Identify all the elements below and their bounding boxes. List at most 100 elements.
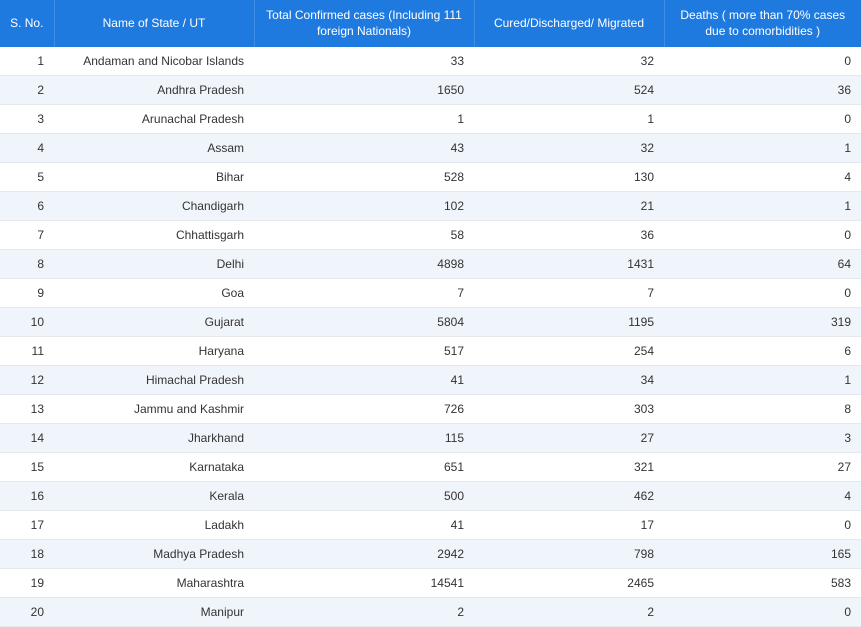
cell-confirmed: 102 [254, 192, 474, 221]
cell-sno: 6 [0, 192, 54, 221]
cell-deaths: 1 [664, 366, 861, 395]
cell-cured: 2465 [474, 569, 664, 598]
cell-deaths: 1 [664, 192, 861, 221]
col-header-state: Name of State / UT [54, 0, 254, 47]
col-header-sno: S. No. [0, 0, 54, 47]
table-row: 12Himachal Pradesh41341 [0, 366, 861, 395]
cell-cured: 524 [474, 76, 664, 105]
cell-confirmed: 43 [254, 134, 474, 163]
cell-confirmed: 115 [254, 424, 474, 453]
table-row: 9Goa770 [0, 279, 861, 308]
cell-sno: 2 [0, 76, 54, 105]
cell-cured: 2 [474, 598, 664, 627]
cell-confirmed: 1 [254, 105, 474, 134]
cell-state: Arunachal Pradesh [54, 105, 254, 134]
cell-deaths: 27 [664, 453, 861, 482]
cell-deaths: 319 [664, 308, 861, 337]
cell-confirmed: 41 [254, 366, 474, 395]
table-row: 4Assam43321 [0, 134, 861, 163]
cell-cured: 21 [474, 192, 664, 221]
cell-cured: 1431 [474, 250, 664, 279]
cell-deaths: 1 [664, 134, 861, 163]
cell-sno: 3 [0, 105, 54, 134]
cell-cured: 7 [474, 279, 664, 308]
cell-confirmed: 651 [254, 453, 474, 482]
cell-sno: 14 [0, 424, 54, 453]
cell-cured: 1 [474, 105, 664, 134]
cell-sno: 1 [0, 47, 54, 76]
table-row: 20Manipur220 [0, 598, 861, 627]
cell-sno: 19 [0, 569, 54, 598]
cell-deaths: 3 [664, 424, 861, 453]
cell-state: Karnataka [54, 453, 254, 482]
cell-deaths: 36 [664, 76, 861, 105]
cell-cured: 36 [474, 221, 664, 250]
cell-deaths: 6 [664, 337, 861, 366]
cell-state: Gujarat [54, 308, 254, 337]
cell-cured: 27 [474, 424, 664, 453]
cell-state: Goa [54, 279, 254, 308]
table-body: 1Andaman and Nicobar Islands333202Andhra… [0, 47, 861, 627]
col-header-deaths: Deaths ( more than 70% cases due to como… [664, 0, 861, 47]
cell-deaths: 165 [664, 540, 861, 569]
cell-deaths: 0 [664, 105, 861, 134]
cell-deaths: 4 [664, 482, 861, 511]
cell-sno: 10 [0, 308, 54, 337]
cell-cured: 32 [474, 47, 664, 76]
cell-deaths: 0 [664, 598, 861, 627]
cell-confirmed: 33 [254, 47, 474, 76]
cell-deaths: 4 [664, 163, 861, 192]
cell-sno: 4 [0, 134, 54, 163]
cell-deaths: 0 [664, 221, 861, 250]
cell-state: Maharashtra [54, 569, 254, 598]
cell-state: Chandigarh [54, 192, 254, 221]
table-row: 2Andhra Pradesh165052436 [0, 76, 861, 105]
table-row: 5Bihar5281304 [0, 163, 861, 192]
table-row: 8Delhi4898143164 [0, 250, 861, 279]
cell-confirmed: 14541 [254, 569, 474, 598]
table-row: 18Madhya Pradesh2942798165 [0, 540, 861, 569]
cell-sno: 15 [0, 453, 54, 482]
table-row: 11Haryana5172546 [0, 337, 861, 366]
cell-confirmed: 2 [254, 598, 474, 627]
cell-state: Himachal Pradesh [54, 366, 254, 395]
cell-state: Jharkhand [54, 424, 254, 453]
table-row: 15Karnataka65132127 [0, 453, 861, 482]
table-row: 17Ladakh41170 [0, 511, 861, 540]
cell-sno: 9 [0, 279, 54, 308]
cell-cured: 130 [474, 163, 664, 192]
cell-cured: 34 [474, 366, 664, 395]
cell-state: Ladakh [54, 511, 254, 540]
table-header: S. No. Name of State / UT Total Confirme… [0, 0, 861, 47]
covid-state-table: S. No. Name of State / UT Total Confirme… [0, 0, 861, 627]
cell-state: Andaman and Nicobar Islands [54, 47, 254, 76]
cell-cured: 1195 [474, 308, 664, 337]
cell-deaths: 0 [664, 511, 861, 540]
table-row: 7Chhattisgarh58360 [0, 221, 861, 250]
table-row: 13Jammu and Kashmir7263038 [0, 395, 861, 424]
cell-sno: 20 [0, 598, 54, 627]
cell-state: Kerala [54, 482, 254, 511]
cell-cured: 798 [474, 540, 664, 569]
cell-sno: 7 [0, 221, 54, 250]
table-row: 10Gujarat58041195319 [0, 308, 861, 337]
cell-confirmed: 58 [254, 221, 474, 250]
col-header-confirmed: Total Confirmed cases (Including 111 for… [254, 0, 474, 47]
cell-cured: 321 [474, 453, 664, 482]
cell-sno: 5 [0, 163, 54, 192]
cell-sno: 8 [0, 250, 54, 279]
cell-state: Bihar [54, 163, 254, 192]
cell-state: Madhya Pradesh [54, 540, 254, 569]
cell-confirmed: 1650 [254, 76, 474, 105]
table-row: 14Jharkhand115273 [0, 424, 861, 453]
cell-state: Chhattisgarh [54, 221, 254, 250]
cell-confirmed: 5804 [254, 308, 474, 337]
table-row: 6Chandigarh102211 [0, 192, 861, 221]
cell-sno: 17 [0, 511, 54, 540]
cell-sno: 18 [0, 540, 54, 569]
cell-sno: 13 [0, 395, 54, 424]
table-row: 3Arunachal Pradesh110 [0, 105, 861, 134]
cell-sno: 12 [0, 366, 54, 395]
cell-state: Assam [54, 134, 254, 163]
cell-cured: 254 [474, 337, 664, 366]
